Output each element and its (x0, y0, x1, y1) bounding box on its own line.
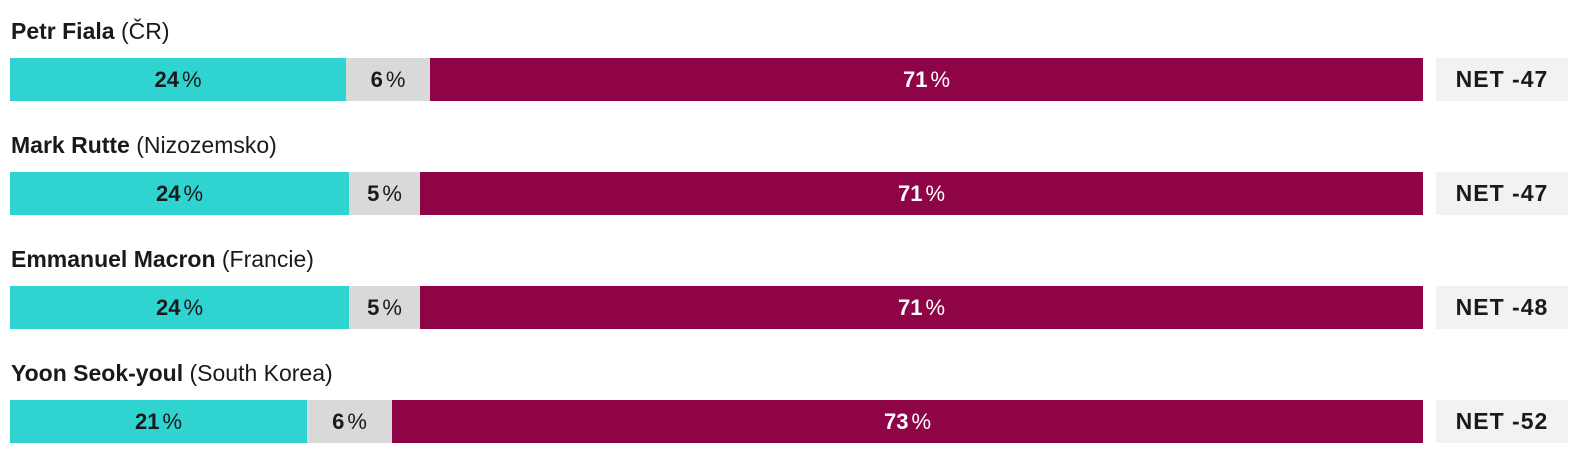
row-label: Emmanuel Macron (Francie) (11, 246, 314, 272)
leader-country: (Francie) (221, 246, 314, 272)
bar-segment-neutral: 6% (307, 400, 392, 443)
stacked-bar: 21% 6% 73% (10, 400, 1423, 443)
bar-segment-disapprove: 71% (420, 172, 1423, 215)
data-label-approve: 24 (155, 294, 181, 320)
data-label-disapprove: 71 (897, 180, 923, 206)
leader-name: Yoon Seok-youl (11, 360, 184, 386)
net-badge: NET -47 (1436, 58, 1568, 101)
bar-segment-approve: 21% (10, 400, 307, 443)
chart-row: Yoon Seok-youl (South Korea) 21% 6% 73% NET … (0, 342, 1580, 456)
row-label: Petr Fiala (ČR) (11, 18, 169, 44)
stacked-bar: 24% 5% 71% (10, 286, 1423, 329)
data-label-approve: 24 (154, 66, 179, 92)
percent-sign: % (925, 294, 946, 320)
bar-segment-approve: 24% (10, 172, 349, 215)
bar-segment-disapprove: 73% (392, 400, 1423, 443)
net-badge: NET -52 (1436, 400, 1568, 443)
bar-segment-disapprove: 71% (420, 286, 1423, 329)
percent-sign: % (181, 66, 202, 92)
leader-country: (South Korea) (189, 360, 333, 386)
leader-country: (Nizozemsko) (136, 132, 277, 158)
data-label-disapprove: 71 (897, 294, 923, 320)
percent-sign: % (382, 180, 402, 206)
net-badge: NET -48 (1436, 286, 1568, 329)
leader-name: Petr Fiala (11, 18, 115, 44)
net-badge: NET -47 (1436, 172, 1568, 215)
percent-sign: % (385, 66, 406, 92)
leader-name: Mark Rutte (11, 132, 130, 158)
row-label: Yoon Seok-youl (South Korea) (11, 360, 333, 386)
bar-segment-approve: 24% (10, 286, 349, 329)
stacked-bar: 24% 6% 71% (10, 58, 1423, 101)
stacked-bar: 24% 5% 71% (10, 172, 1423, 215)
data-label-disapprove: 71 (902, 66, 928, 92)
bar-segment-neutral: 6% (346, 58, 430, 101)
data-label-neutral: 6 (370, 66, 383, 92)
chart-row: Petr Fiala (ČR) 24% 6% 71% NET -47 (0, 0, 1580, 114)
percent-sign: % (911, 408, 932, 434)
data-label-approve: 24 (155, 180, 181, 206)
leader-country: (ČR) (120, 18, 170, 44)
percent-sign: % (347, 408, 367, 434)
bar-segment-neutral: 5% (349, 172, 420, 215)
chart-row: Mark Rutte (Nizozemsko) 24% 5% 71% NET -47 (0, 114, 1580, 228)
percent-sign: % (930, 66, 951, 92)
percent-sign: % (382, 294, 402, 320)
percent-sign: % (925, 180, 946, 206)
bar-segment-neutral: 5% (349, 286, 420, 329)
data-label-neutral: 6 (332, 408, 345, 434)
percent-sign: % (183, 180, 204, 206)
data-label-approve: 21 (134, 408, 160, 434)
bar-segment-disapprove: 71% (430, 58, 1423, 101)
data-label-disapprove: 73 (883, 408, 909, 434)
bar-segment-approve: 24% (10, 58, 346, 101)
data-label-neutral: 5 (367, 180, 380, 206)
percent-sign: % (183, 294, 204, 320)
chart-row: Emmanuel Macron (Francie) 24% 5% 71% NET -48 (0, 228, 1580, 342)
data-label-neutral: 5 (367, 294, 380, 320)
percent-sign: % (162, 408, 183, 434)
row-label: Mark Rutte (Nizozemsko) (11, 132, 277, 158)
leader-name: Emmanuel Macron (11, 246, 216, 272)
